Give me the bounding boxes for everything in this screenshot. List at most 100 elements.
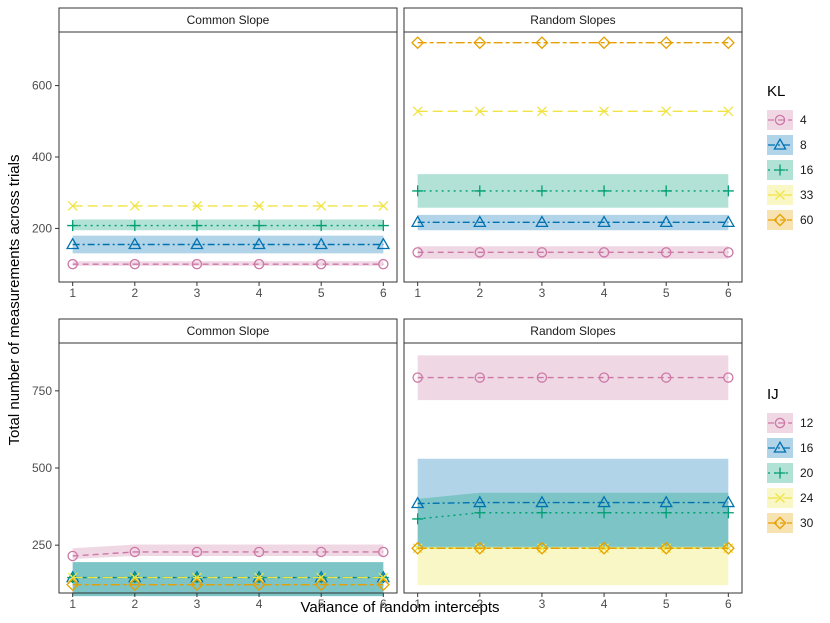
data-point-30 — [376, 578, 390, 592]
data-point-16 — [253, 220, 265, 232]
data-point-8 — [314, 237, 328, 250]
legend-label: 24 — [800, 491, 814, 505]
data-point-24 — [67, 572, 78, 583]
data-point-30 — [597, 541, 611, 555]
data-point-20 — [474, 507, 486, 519]
data-point-8 — [473, 215, 487, 228]
x-tick-label: 4 — [256, 597, 263, 611]
data-point-16 — [129, 220, 141, 232]
legend-item-12: 12 — [767, 413, 814, 433]
x-tick-label: 3 — [194, 597, 201, 611]
data-point-16 — [536, 185, 548, 197]
panel-border — [58, 342, 398, 594]
data-point-16 — [722, 185, 734, 197]
panel-strip — [58, 7, 398, 33]
y-axis-title: Total number of measurements across tria… — [6, 155, 23, 446]
x-tick-label: 2 — [131, 286, 138, 300]
data-point-20 — [598, 507, 610, 519]
data-point-12 — [67, 550, 78, 562]
data-point-24 — [378, 572, 389, 583]
legend-item-30: 30 — [767, 513, 814, 533]
data-point-4 — [315, 258, 327, 270]
panel-title: Common Slope — [187, 324, 270, 338]
data-point-33 — [254, 200, 265, 211]
legend-item-33: 33 — [767, 185, 814, 205]
data-point-24 — [129, 572, 140, 583]
y-tick-label: 600 — [32, 79, 52, 93]
panel-border — [403, 342, 743, 594]
legend-item-16: 16 — [767, 438, 814, 458]
y-tick-label: 500 — [32, 461, 52, 475]
legend-marker-x — [775, 190, 785, 200]
data-point-16 — [597, 495, 611, 508]
data-point-4 — [598, 247, 610, 258]
legend-label: 33 — [800, 188, 814, 202]
data-point-30 — [66, 578, 80, 592]
data-point-30 — [535, 541, 549, 555]
ribbon-16 — [417, 174, 729, 208]
data-point-4 — [412, 247, 423, 258]
data-point-16 — [377, 220, 389, 232]
data-point-16 — [191, 220, 203, 232]
data-point-8 — [659, 215, 673, 228]
data-point-8 — [190, 237, 204, 250]
data-point-60 — [659, 36, 673, 50]
data-point-60 — [473, 36, 487, 50]
data-point-12 — [598, 372, 610, 383]
data-point-16 — [473, 495, 487, 508]
x-tick-label: 5 — [318, 286, 325, 300]
data-point-4 — [660, 247, 672, 258]
panel-border — [403, 31, 743, 283]
legend-item-20: 20 — [767, 463, 814, 483]
data-point-24 — [191, 572, 202, 583]
data-point-16 — [474, 185, 486, 197]
data-point-12 — [536, 372, 548, 383]
legend-marker-plus — [774, 164, 786, 176]
legend-label: 20 — [800, 466, 814, 480]
data-point-20 — [412, 513, 424, 525]
legend-label: 30 — [800, 516, 814, 530]
data-point-60 — [411, 36, 425, 50]
legend-label: 60 — [800, 213, 814, 227]
data-point-8 — [721, 215, 736, 228]
data-point-12 — [253, 546, 265, 558]
x-tick-label: 2 — [476, 286, 483, 300]
data-point-4 — [191, 258, 203, 270]
data-point-30 — [252, 578, 266, 592]
data-point-33 — [723, 106, 734, 117]
panel-border — [58, 31, 398, 283]
data-point-12 — [723, 372, 734, 383]
series-line-16 — [417, 501, 729, 505]
x-tick-label: 5 — [663, 597, 670, 611]
data-point-8 — [535, 215, 549, 228]
data-point-4 — [253, 258, 265, 270]
ribbon-24 — [417, 546, 729, 586]
data-point-12 — [412, 372, 423, 383]
data-point-8 — [376, 237, 391, 250]
legend-marker-triangle — [773, 440, 787, 453]
data-point-20 — [722, 507, 734, 519]
data-point-33 — [316, 200, 327, 211]
data-point-8 — [65, 237, 80, 250]
x-tick-label: 3 — [539, 597, 546, 611]
panel-strip — [58, 318, 398, 344]
panel-0-1: Random Slopes 1 2 3 4 5 6 — [403, 7, 743, 300]
data-point-30 — [721, 541, 735, 555]
data-point-33 — [661, 106, 672, 117]
legend-marker-circle — [774, 114, 786, 126]
data-point-12 — [129, 546, 141, 558]
data-point-30 — [190, 578, 204, 592]
y-tick-label: 400 — [32, 150, 52, 164]
data-point-16 — [598, 185, 610, 197]
series-line-12 — [72, 551, 384, 557]
data-point-60 — [535, 36, 549, 50]
legend-marker-circle — [774, 417, 786, 429]
data-point-24 — [316, 572, 327, 583]
legend-label: 4 — [800, 113, 807, 127]
panel-title: Common Slope — [187, 13, 270, 27]
legend-label: 8 — [800, 138, 807, 152]
panel-1-0: Common Slope 1 2 3 4 5 6 — [58, 318, 398, 611]
x-tick-label: 5 — [663, 286, 670, 300]
data-point-4 — [723, 247, 734, 258]
